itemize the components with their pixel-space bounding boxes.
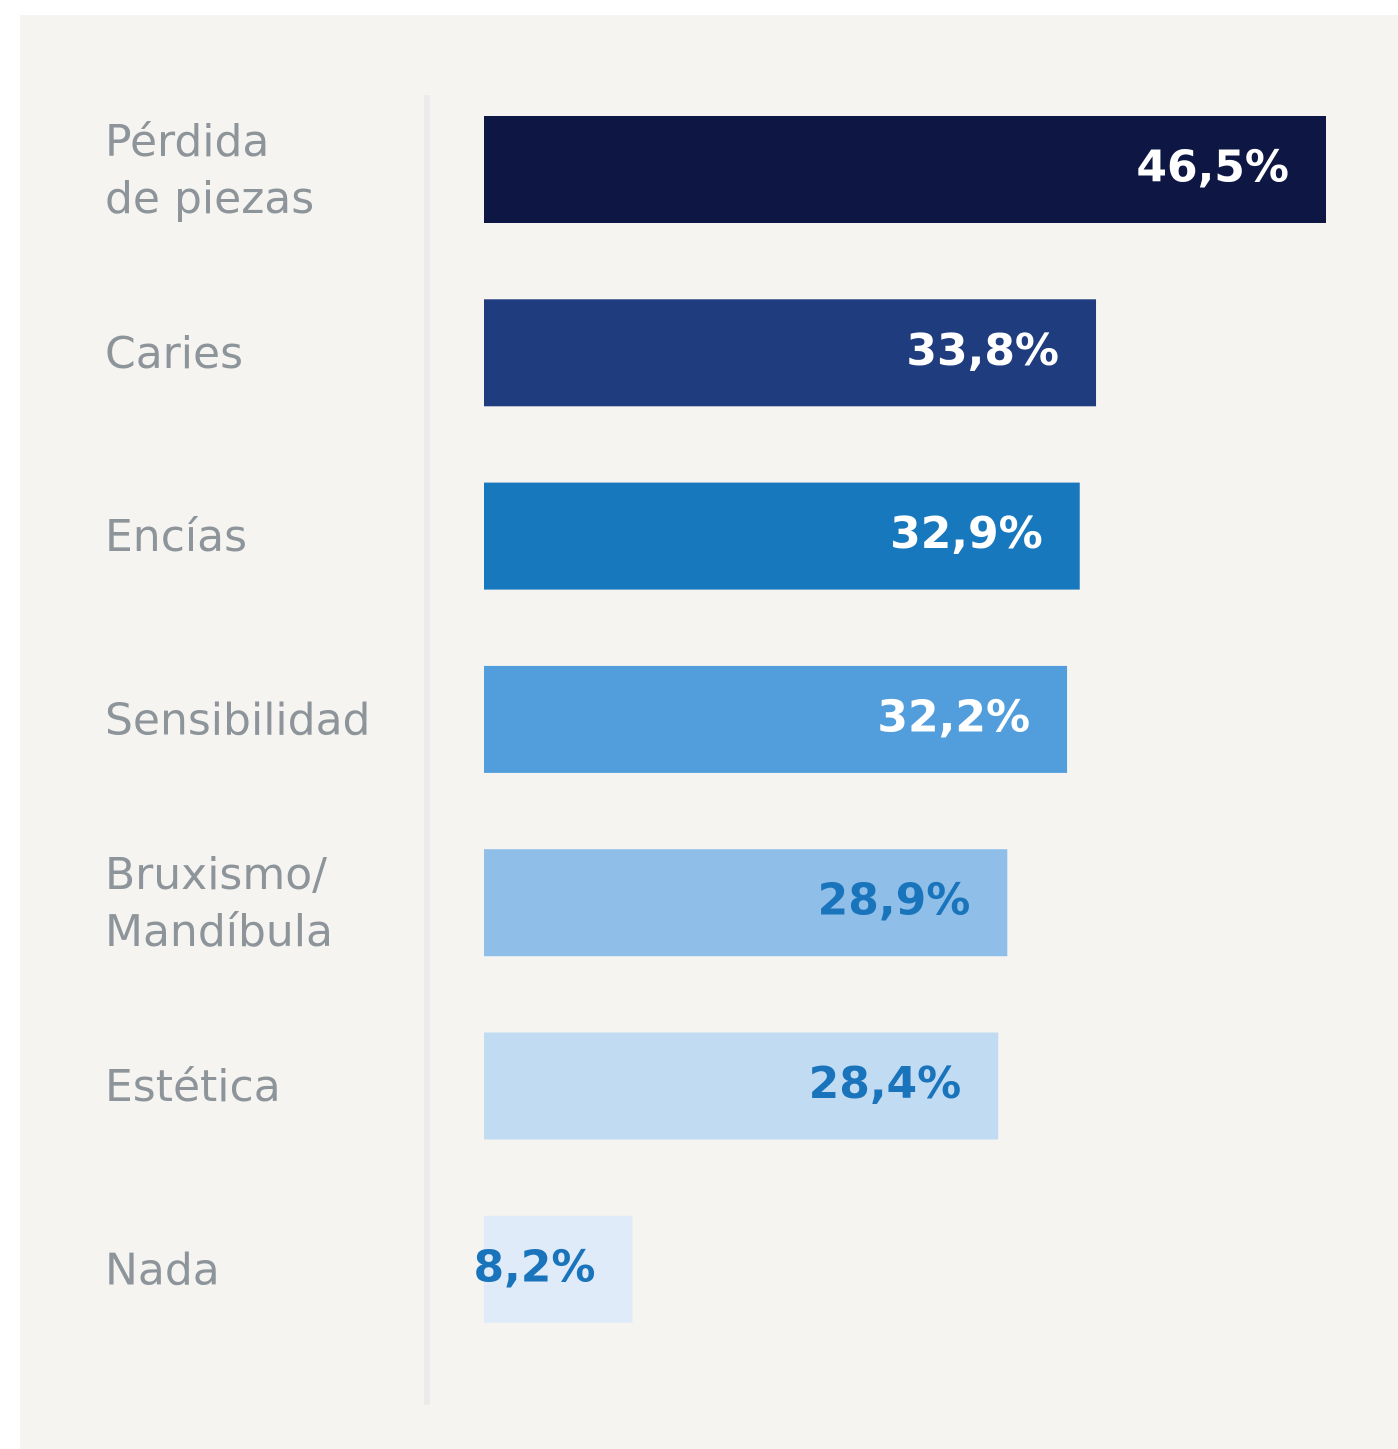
category-label: Estética [105, 1061, 281, 1112]
bar [484, 849, 1008, 957]
category-label: Nada [105, 1244, 220, 1295]
category-label: Encías [105, 511, 247, 562]
category-label: Caries [105, 328, 243, 379]
bar [484, 1032, 999, 1140]
value-label: 32,9% [890, 508, 1043, 559]
bar [484, 299, 1097, 407]
category-label: Sensibilidad [105, 694, 370, 745]
value-label: 33,8% [906, 325, 1059, 376]
bar [484, 482, 1080, 590]
category-label: Bruxismo/Mandíbula [105, 849, 333, 957]
bar [484, 116, 1326, 223]
value-label: 32,2% [877, 691, 1030, 742]
value-label: 28,4% [809, 1058, 962, 1109]
value-label: 28,9% [818, 875, 971, 926]
bar [484, 1215, 633, 1323]
value-label: 8,2% [473, 1241, 595, 1292]
category-label: Pérdida de piezas [105, 116, 314, 224]
bar [484, 665, 1068, 773]
value-label: 46,5% [1136, 142, 1289, 193]
